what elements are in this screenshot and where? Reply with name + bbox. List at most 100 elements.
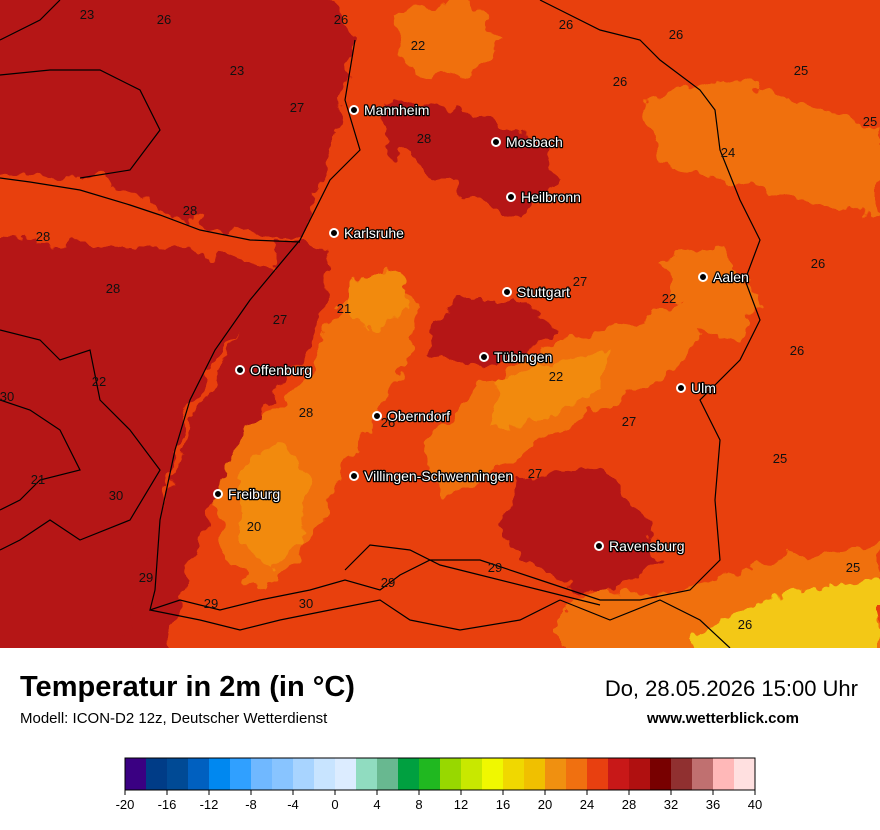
temperature-value: 30 xyxy=(299,596,313,611)
legend-swatch xyxy=(335,758,357,790)
temperature-value: 21 xyxy=(337,301,351,316)
city-dot xyxy=(594,541,604,551)
city-heilbronn: Heilbronn xyxy=(506,188,582,206)
border-baden-wuerttemberg xyxy=(149,0,761,611)
city-label: Freiburg xyxy=(228,486,280,502)
legend-swatch xyxy=(503,758,525,790)
legend-swatch xyxy=(167,758,189,790)
legend-swatch xyxy=(692,758,714,790)
legend-tick-label: 12 xyxy=(454,797,468,812)
city-dot xyxy=(235,365,245,375)
legend-tick-label: -4 xyxy=(287,797,299,812)
hot-zone-upper-rhine xyxy=(120,240,330,648)
legend-tick-label: -12 xyxy=(200,797,219,812)
border-alsace xyxy=(0,329,161,551)
temperature-value: 21 xyxy=(31,472,45,487)
temperature-map: 23 26 26 22 26 26 25 23 26 27 25 28 24 28 28 28 26 21 27 22… xyxy=(0,0,880,648)
legend-swatch xyxy=(209,758,231,790)
temperature-value: 28 xyxy=(417,131,431,146)
temperature-value: 20 xyxy=(247,519,261,534)
temperature-value: 26 xyxy=(157,12,171,27)
legend-swatch xyxy=(482,758,504,790)
color-legend: -20 -16 -12 -8 -4 0 4 8 12 16 20 24 28 32 36 40 xyxy=(116,757,762,812)
legend-swatch xyxy=(629,758,651,790)
borders xyxy=(0,0,761,648)
city-label: Oberndorf xyxy=(387,408,450,424)
legend-tick-label: 0 xyxy=(331,797,338,812)
legend-swatch xyxy=(272,758,294,790)
temperature-value: 28 xyxy=(106,281,120,296)
legend-tick-labels: -20 -16 -12 -8 -4 0 4 8 12 16 20 24 28 32 36 40 xyxy=(116,790,762,812)
city-label: Mannheim xyxy=(364,102,429,118)
legend-swatch xyxy=(293,758,315,790)
temperature-value: 27 xyxy=(622,414,636,429)
temperature-value: 29 xyxy=(488,560,502,575)
city-label: Aalen xyxy=(713,269,749,285)
temperature-value: 26 xyxy=(559,17,573,32)
legend-tick-label: 28 xyxy=(622,797,636,812)
border-hesse xyxy=(0,0,61,41)
legend-swatch xyxy=(146,758,168,790)
cool-zone-odenwald xyxy=(390,0,500,80)
temperature-value: 27 xyxy=(528,466,542,481)
city-dot xyxy=(213,489,223,499)
temperature-value: 28 xyxy=(183,203,197,218)
legend-swatch xyxy=(377,758,399,790)
legend-swatch xyxy=(608,758,630,790)
temperature-value: 23 xyxy=(230,63,244,78)
city-offenburg: Offenburg xyxy=(235,361,313,379)
temperature-value: 23 xyxy=(80,7,94,22)
city-mannheim: Mannheim xyxy=(349,101,431,119)
temperature-value: 27 xyxy=(273,312,287,327)
map-canvas: 23 26 26 22 26 26 25 23 26 27 25 28 24 28 28 28 26 21 27 22… xyxy=(0,0,880,648)
legend-swatch xyxy=(356,758,378,790)
temperature-value: 25 xyxy=(773,451,787,466)
city-label: Stuttgart xyxy=(517,284,570,300)
legend-swatch xyxy=(398,758,420,790)
temperature-value: 22 xyxy=(549,369,563,384)
city-dot xyxy=(349,471,359,481)
temperature-value: 27 xyxy=(573,274,587,289)
temperature-value: 25 xyxy=(863,114,877,129)
city-dot xyxy=(349,105,359,115)
coolest-zone-alb xyxy=(490,350,610,430)
temperature-value: 25 xyxy=(846,560,860,575)
temperature-value: 22 xyxy=(92,374,106,389)
city-villingen-schwenningen: Villingen-Schwenningen xyxy=(349,467,514,485)
legend-tick-label: -16 xyxy=(158,797,177,812)
border-lorraine xyxy=(0,399,81,511)
temperature-value: 28 xyxy=(299,405,313,420)
border-switzerland xyxy=(149,599,561,631)
city-label: Mosbach xyxy=(506,134,563,150)
city-dot xyxy=(479,352,489,362)
temperature-value: 30 xyxy=(109,488,123,503)
city-label: Heilbronn xyxy=(521,189,581,205)
temperature-value: 26 xyxy=(669,27,683,42)
legend-swatch xyxy=(251,758,273,790)
footer xyxy=(0,648,880,830)
city-label: Karlsruhe xyxy=(344,225,404,241)
temperature-value: 25 xyxy=(794,63,808,78)
temperature-value: 22 xyxy=(662,291,676,306)
city-dot xyxy=(676,383,686,393)
forecast-datetime: Do, 28.05.2026 15:00 Uhr xyxy=(604,676,858,701)
legend-swatch xyxy=(545,758,567,790)
legend-tick-label: 8 xyxy=(415,797,422,812)
legend-frame xyxy=(124,757,756,791)
city-stuttgart: Stuttgart xyxy=(502,283,571,301)
city-oberndorf: Oberndorf xyxy=(372,407,451,425)
website-link[interactable]: www.wetterblick.com xyxy=(647,710,799,727)
legend-tick-label: 4 xyxy=(373,797,380,812)
city-label: Ulm xyxy=(691,380,716,396)
temperature-value: 29 xyxy=(139,570,153,585)
city-label: Offenburg xyxy=(250,362,312,378)
legend-swatch xyxy=(461,758,483,790)
legend-swatch xyxy=(419,758,441,790)
city-label: Villingen-Schwenningen xyxy=(364,468,513,484)
city-label: Tübingen xyxy=(494,349,552,365)
temperature-value: 26 xyxy=(613,74,627,89)
city-label: Ravensburg xyxy=(609,538,685,554)
city-dot xyxy=(329,228,339,238)
legend-tick-label: 32 xyxy=(664,797,678,812)
hot-zone-neckar xyxy=(430,300,560,370)
